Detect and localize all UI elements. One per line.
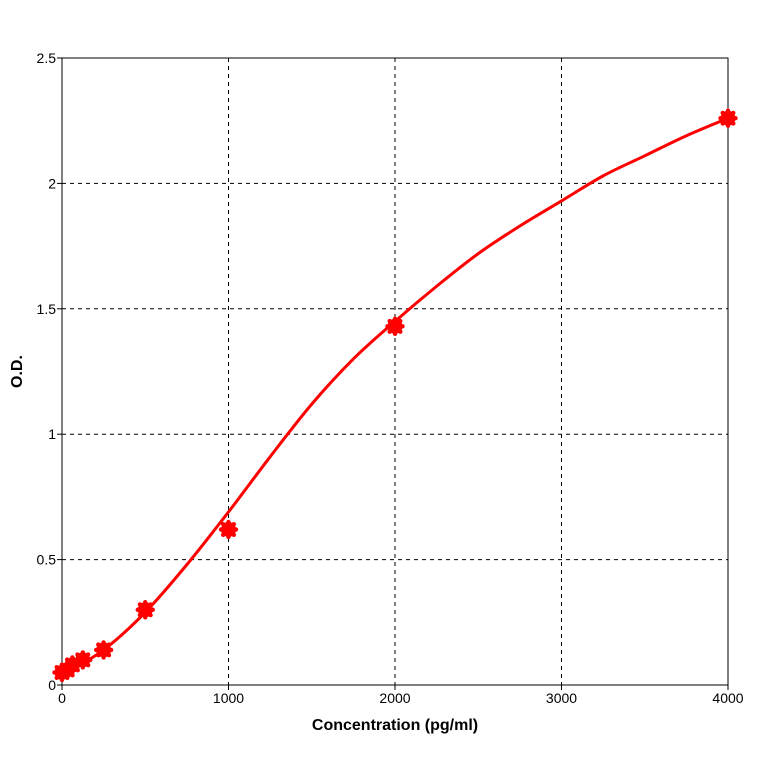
data-point-spike [218, 527, 224, 532]
data-point-spike [70, 655, 75, 660]
data-points [52, 108, 738, 683]
data-point-spike [226, 534, 231, 540]
data-point-spike [73, 657, 78, 663]
x-tick-label: 4000 [712, 690, 743, 706]
data-point-spike [387, 329, 392, 334]
data-point-spike [75, 663, 80, 668]
x-axis-title: Concentration (pg/ml) [312, 717, 478, 734]
data-point-spike [150, 607, 155, 612]
y-tick-label: 1 [48, 426, 56, 442]
data-point-spike [80, 650, 86, 655]
data-point-spike [88, 657, 93, 663]
data-point-spike [387, 318, 392, 324]
y-tick-label: 0 [48, 677, 56, 693]
data-point-spike [231, 532, 237, 538]
data-point-spike [75, 668, 80, 673]
data-point-spike [725, 123, 731, 128]
data-point-spike [720, 110, 725, 116]
data-point-spike [93, 647, 99, 653]
data-point-spike [137, 602, 143, 607]
axis-ticks [57, 57, 729, 690]
data-point-spike [101, 640, 106, 645]
data-point-spike [718, 115, 723, 121]
data-point-spike [80, 665, 86, 670]
data-point [385, 316, 405, 337]
y-tick-label: 0.5 [37, 552, 57, 568]
data-point-spike [59, 677, 65, 683]
data-point-spike [731, 110, 736, 116]
data-point-spike [75, 652, 80, 657]
y-tick-label: 2 [48, 175, 56, 191]
data-point-spike [62, 662, 68, 668]
data-point [718, 108, 738, 128]
data-point-spike [226, 519, 231, 525]
grid-lines [62, 58, 728, 685]
data-point-spike [392, 331, 398, 337]
data-point-spike [137, 612, 143, 618]
data-point-spike [725, 108, 731, 113]
data-point-spike [65, 675, 70, 680]
x-tick-label: 0 [58, 690, 66, 706]
data-point-spike [135, 607, 140, 612]
data-point-spike [85, 652, 91, 657]
data-point [135, 600, 155, 620]
data-point-spike [220, 522, 226, 527]
data-point-spike [720, 121, 725, 126]
x-tick-label: 3000 [546, 690, 577, 706]
data-point-spike [96, 642, 101, 647]
data-point-spike [731, 121, 736, 126]
data-point-spike [54, 664, 59, 670]
data-point-spike [392, 316, 398, 322]
data-point-spike [385, 324, 390, 329]
data-point-spike [733, 115, 738, 121]
x-tick-label: 2000 [379, 690, 410, 706]
data-point-spike [106, 642, 112, 647]
data-point-spike [57, 667, 62, 673]
data-point-spike [220, 532, 226, 538]
data-point-spike [106, 652, 112, 658]
data-point-spike [70, 670, 75, 675]
data-point-spike [96, 652, 101, 658]
data-point-spike [85, 663, 91, 668]
y-tick-label: 1.5 [37, 301, 57, 317]
data-point [218, 519, 239, 540]
y-tick-label: 2.5 [37, 50, 57, 66]
data-point [73, 650, 93, 670]
data-point-spike [231, 522, 237, 527]
data-point-spike [54, 675, 59, 680]
data-point-spike [400, 324, 405, 329]
data-point-spike [64, 668, 70, 673]
data-point-spike [101, 655, 106, 660]
data-point-spike [398, 318, 403, 324]
data-point-spike [52, 670, 57, 675]
data-point-spike [148, 612, 153, 618]
data-point-spike [143, 615, 148, 620]
data-point [93, 640, 114, 660]
x-axis-tick-labels: 0 1000 2000 3000 4000 [58, 690, 744, 706]
data-point-spike [59, 673, 65, 678]
data-point-spike [108, 647, 114, 653]
y-axis-title: O.D. [9, 355, 26, 388]
y-axis-tick-labels: 0 0.5 1 1.5 2 2.5 [37, 50, 57, 693]
x-tick-label: 1000 [213, 690, 244, 706]
data-point-spike [398, 329, 403, 334]
data-point-spike [64, 657, 70, 662]
data-point-spike [233, 527, 239, 532]
data-point-spike [143, 600, 148, 605]
data-point-spike [148, 602, 153, 607]
